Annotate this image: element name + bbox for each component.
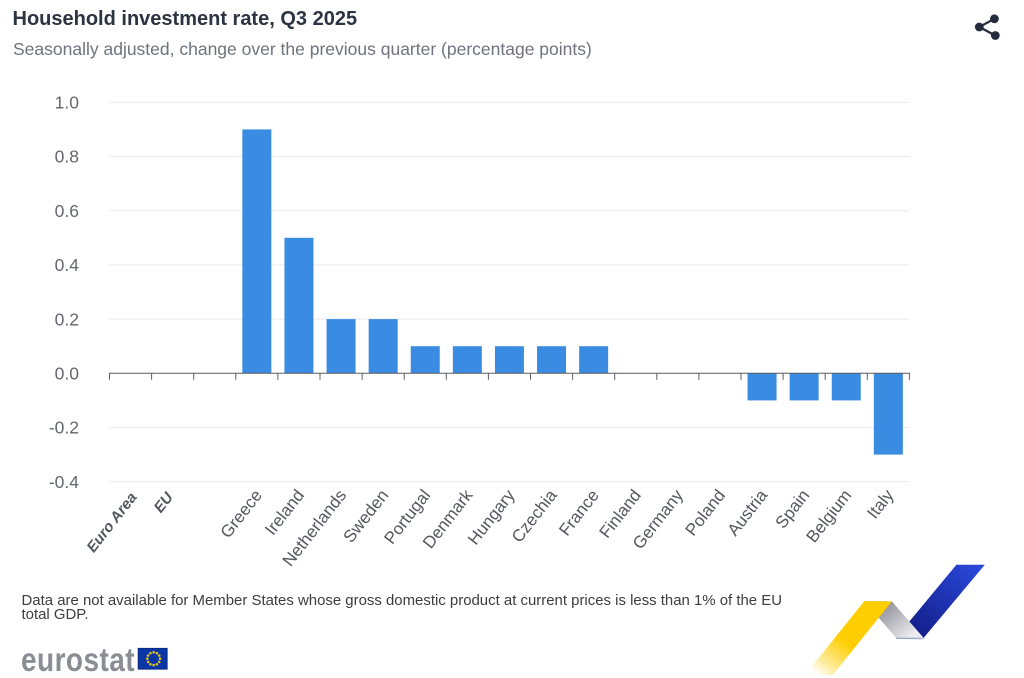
svg-text:Euro Area: Euro Area <box>84 489 141 556</box>
svg-text:Greece: Greece <box>217 486 266 542</box>
svg-text:-0.2: -0.2 <box>49 418 79 438</box>
svg-text:0.4: 0.4 <box>55 255 80 275</box>
svg-text:Belgium: Belgium <box>803 486 856 546</box>
svg-text:Spain: Spain <box>772 486 814 532</box>
svg-text:0.6: 0.6 <box>55 201 79 221</box>
svg-text:Czechia: Czechia <box>508 486 561 547</box>
svg-text:0.2: 0.2 <box>55 309 79 329</box>
svg-text:Austria: Austria <box>724 486 772 540</box>
svg-text:Italy: Italy <box>863 486 897 523</box>
svg-text:France: France <box>555 486 603 539</box>
svg-text:0.0: 0.0 <box>55 364 80 384</box>
svg-text:EU: EU <box>151 488 178 516</box>
svg-text:-0.4: -0.4 <box>49 472 79 492</box>
svg-text:1.0: 1.0 <box>55 93 80 113</box>
svg-text:Poland: Poland <box>682 486 730 539</box>
svg-text:0.8: 0.8 <box>55 147 79 167</box>
